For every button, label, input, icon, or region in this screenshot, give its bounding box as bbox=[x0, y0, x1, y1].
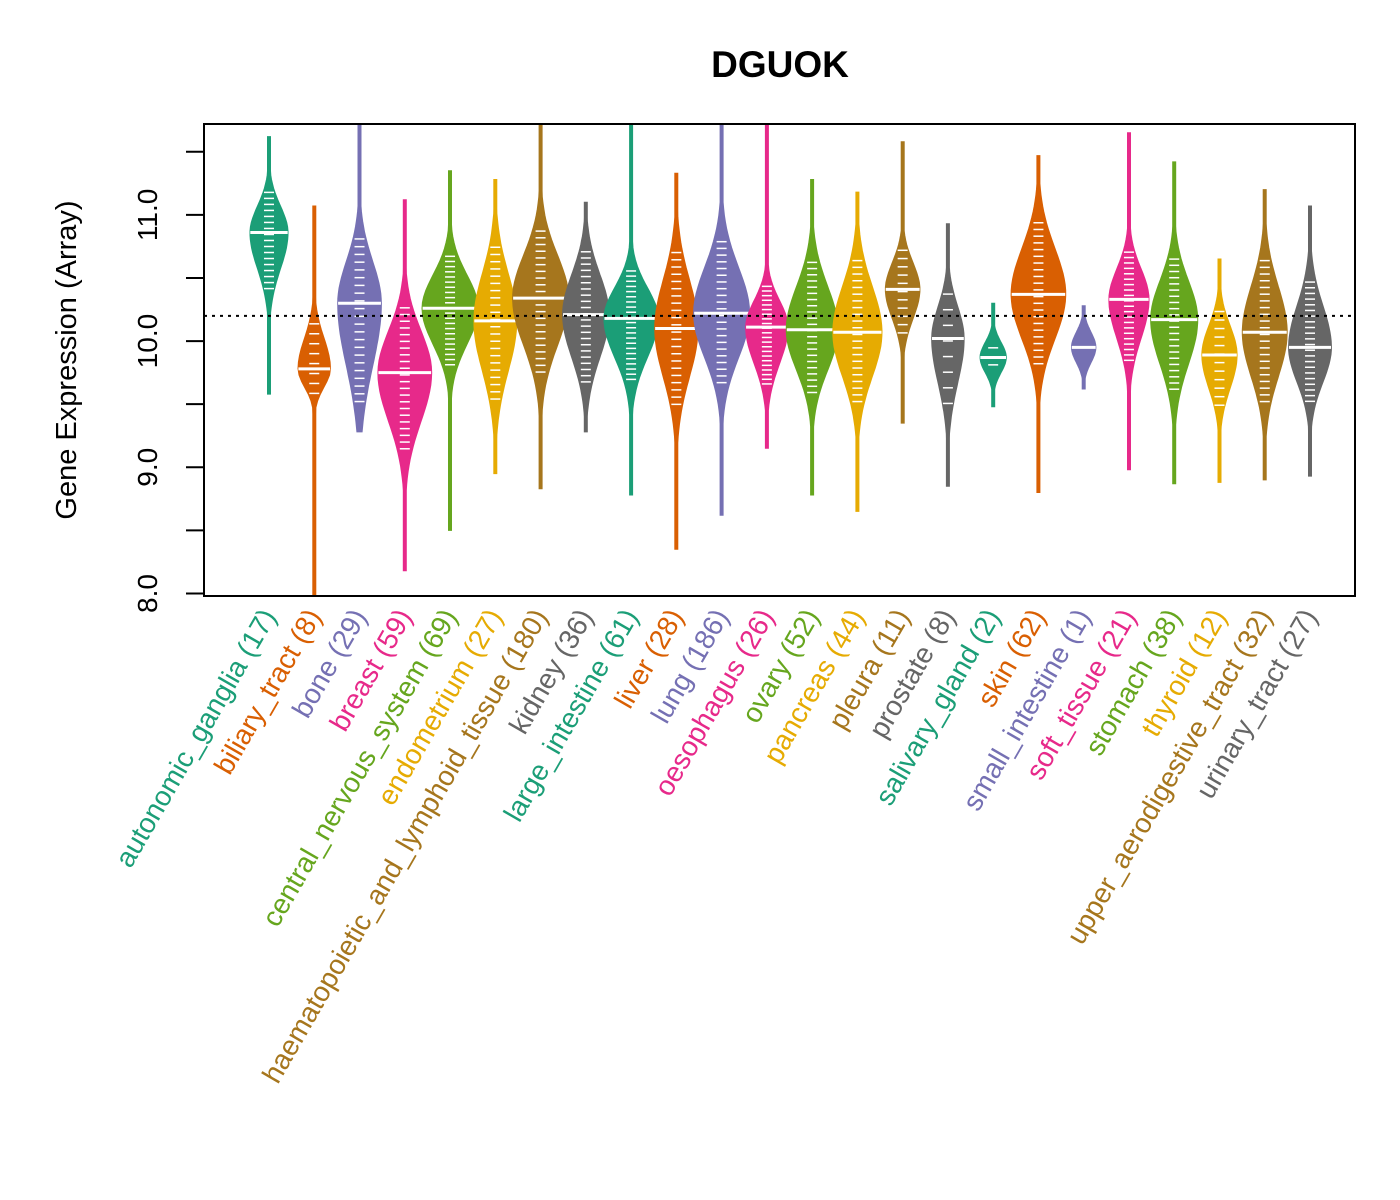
y-tick-label: 8.0 bbox=[132, 574, 163, 613]
violin-kidney bbox=[562, 201, 610, 433]
violin-body bbox=[512, 123, 570, 490]
violin-lung bbox=[693, 123, 751, 516]
violin-skin bbox=[1010, 155, 1067, 493]
violin-urinary-tract bbox=[1288, 205, 1332, 477]
violin-endometrium bbox=[473, 179, 518, 475]
y-tick-label: 10.0 bbox=[132, 314, 163, 369]
violin-pleura bbox=[884, 141, 921, 424]
violin-body bbox=[979, 302, 1007, 408]
violin-body bbox=[832, 191, 883, 512]
y-axis-label: Gene Expression (Array) bbox=[51, 200, 83, 519]
violin-breast bbox=[377, 199, 433, 572]
violin-upper-aerodigestive-tract bbox=[1241, 189, 1288, 481]
chart-title: DGUOK bbox=[711, 44, 849, 85]
violin-central-nervous-system bbox=[421, 170, 479, 531]
violin-liver bbox=[654, 172, 699, 550]
violin-body bbox=[1150, 161, 1199, 485]
violin-ovary bbox=[785, 179, 839, 496]
violin-body bbox=[884, 141, 921, 424]
violin-soft-tissue bbox=[1108, 132, 1150, 471]
violin-prostate bbox=[931, 223, 965, 487]
violin-body bbox=[931, 223, 965, 487]
violin-pancreas bbox=[832, 191, 883, 512]
y-tick-label: 11.0 bbox=[132, 189, 163, 241]
violin-body bbox=[1288, 205, 1332, 477]
violin-body bbox=[693, 123, 751, 516]
violins bbox=[249, 123, 1332, 597]
violin-body bbox=[297, 205, 332, 597]
violin-body bbox=[562, 201, 610, 433]
violin-haematopoietic-and-lymphoid-tissue bbox=[512, 123, 570, 490]
violin-bone bbox=[337, 123, 382, 433]
violin-body bbox=[377, 199, 433, 572]
x-axis-labels: autonomic_ganglia (17)biliary_tract (8)b… bbox=[109, 604, 1323, 1089]
violin-stomach bbox=[1150, 161, 1199, 485]
violin-autonomic-ganglia bbox=[249, 136, 289, 395]
violin-biliary-tract bbox=[297, 205, 332, 597]
violin-salivary-gland bbox=[979, 302, 1007, 408]
violin-small-intestine bbox=[1071, 305, 1097, 390]
violin-large-intestine bbox=[603, 123, 659, 496]
plot-frame bbox=[203, 123, 1356, 597]
violin-body bbox=[249, 136, 289, 395]
violin-oesophagus bbox=[745, 123, 789, 449]
violin-thyroid bbox=[1201, 258, 1238, 483]
y-axis: 8.0 9.0 10.0 11.0 bbox=[132, 150, 204, 613]
violin-body bbox=[603, 123, 659, 496]
violin-body bbox=[421, 170, 479, 531]
y-tick-label: 9.0 bbox=[132, 448, 163, 487]
